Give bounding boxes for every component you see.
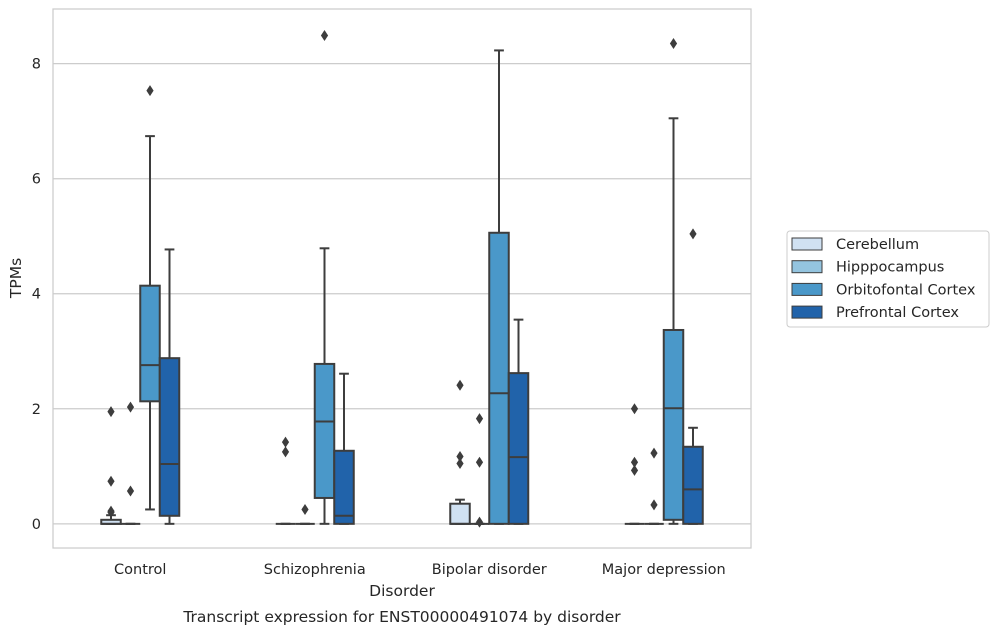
box-2-0	[139, 85, 161, 511]
y-tick-label: 2	[32, 402, 41, 418]
legend-swatch	[791, 282, 823, 296]
box-iqr	[682, 445, 704, 525]
box-1-0	[120, 401, 141, 525]
box-iqr	[449, 502, 471, 525]
box-2-1	[313, 29, 336, 525]
outlier-point	[630, 456, 639, 468]
box-2-3	[662, 38, 685, 525]
outlier-point	[650, 499, 658, 511]
outlier-point	[126, 485, 135, 497]
legend-label: Orbitofontal Cortex	[836, 282, 976, 298]
x-axis-ticks: Control Schizophrenia Bipolar disorder Majo…	[114, 562, 726, 578]
outlier-point	[320, 29, 329, 41]
box-3-2	[507, 318, 530, 525]
box-1-2	[469, 413, 490, 528]
box-3-3	[682, 228, 704, 525]
legend-label: Cerebellum	[836, 237, 919, 253]
outlier-point	[146, 85, 154, 97]
plot-frame	[52, 8, 752, 549]
outlier-point	[281, 446, 290, 458]
box-0-1	[275, 436, 296, 525]
box-0-3	[624, 403, 645, 525]
outlier-point	[281, 436, 290, 448]
y-tick-label: 0	[32, 517, 41, 533]
box-iqr	[158, 357, 181, 517]
outlier-point	[301, 503, 309, 515]
legend-frame	[786, 230, 990, 328]
legend-swatch	[791, 260, 823, 274]
outlier-point	[456, 379, 464, 391]
outlier-point	[669, 38, 678, 50]
box-0-2	[449, 379, 471, 525]
outlier-point	[475, 413, 484, 425]
x-tick-label: Schizophrenia	[264, 562, 366, 578]
legend: Cerebellum Hipppocampus Orbitofontal Corte…	[786, 230, 990, 328]
outlier-point	[475, 516, 484, 528]
outlier-point	[630, 403, 639, 415]
y-axis-label: TPMs	[7, 258, 25, 299]
box-iqr	[139, 284, 161, 403]
box-1-1	[295, 503, 315, 525]
outlier-point	[107, 475, 115, 487]
box-iqr	[507, 372, 530, 525]
box-iqr	[313, 362, 336, 499]
x-axis-label: Disorder	[369, 582, 435, 600]
boxes-layer	[100, 29, 704, 528]
legend-swatch	[791, 305, 823, 319]
outlier-point	[630, 464, 639, 476]
outlier-point	[126, 401, 135, 413]
box-iqr	[662, 328, 685, 521]
box-iqr	[488, 231, 510, 525]
legend-swatch	[791, 237, 823, 251]
y-tick-label: 6	[32, 172, 41, 188]
outlier-point	[475, 456, 484, 468]
y-tick-label: 4	[32, 287, 41, 303]
box-0-0	[100, 406, 122, 525]
y-axis-ticks: 0 2 4 6 8	[32, 57, 41, 533]
outlier-point	[107, 406, 115, 418]
x-tick-label: Control	[114, 562, 166, 578]
x-tick-label: Bipolar disorder	[432, 562, 547, 578]
outlier-point	[689, 228, 697, 240]
box-2-2	[488, 49, 510, 525]
outlier-point	[456, 451, 464, 463]
outlier-point	[650, 447, 658, 459]
outlier-point	[107, 505, 115, 517]
y-tick-label: 8	[32, 57, 41, 73]
box-1-3	[644, 447, 664, 525]
box-iqr	[333, 449, 355, 525]
outlier-point	[456, 457, 464, 469]
legend-label: Prefrontal Cortex	[836, 305, 959, 321]
x-tick-label: Major depression	[602, 562, 726, 578]
box-3-1	[333, 372, 355, 525]
chart-title: Transcript expression for ENST0000049107…	[182, 608, 621, 626]
legend-label: Hipppocampus	[836, 260, 944, 276]
box-3-0	[158, 248, 181, 525]
